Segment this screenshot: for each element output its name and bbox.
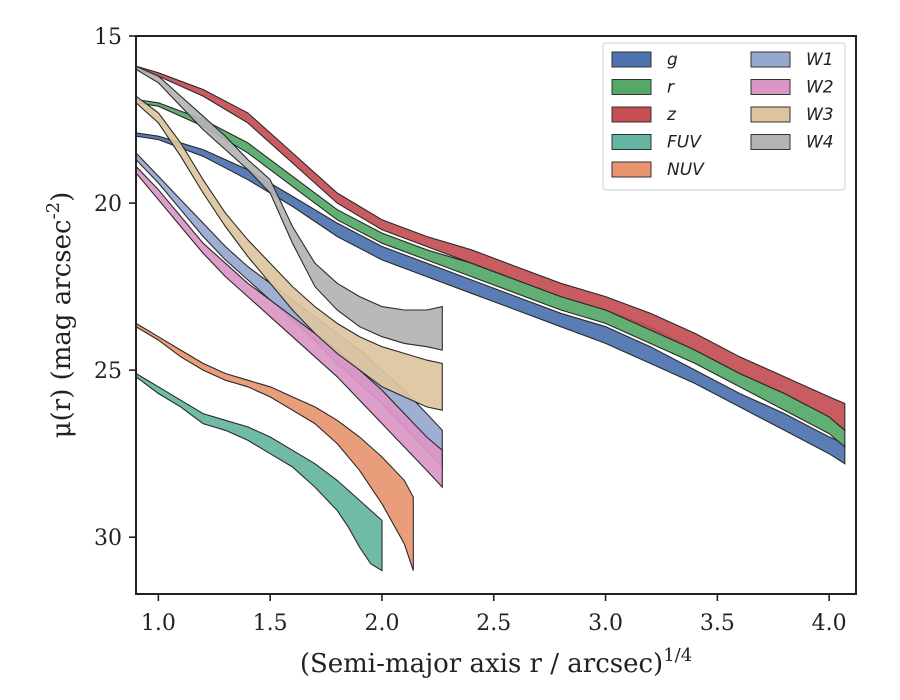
x-tick-label: 3.0 (588, 611, 623, 636)
legend-label-w3: W3 (806, 105, 834, 125)
legend-label-g: g (667, 50, 678, 70)
legend-swatch-z (611, 106, 652, 123)
band-layer (136, 65, 846, 572)
band-w4 (136, 65, 443, 351)
legend-swatch-r (611, 79, 652, 95)
band-nuv (136, 322, 414, 571)
band-fuv (136, 372, 383, 572)
legend-label-nuv: NUV (667, 160, 705, 180)
x-tick-label: 4.0 (812, 611, 847, 636)
x-tick-label: 1.5 (253, 611, 288, 636)
x-axis-title: (Semi-major axis r / arcsec)1/4​ (300, 645, 692, 679)
x-axis: 1.0 1.5 2.0 2.5 3.0 3.5 4.0 (141, 594, 847, 636)
legend-swatch-w4 (750, 134, 791, 150)
legend-swatch-w3 (750, 106, 791, 123)
legend-swatch-g (611, 51, 652, 68)
legend-label-w2: W2 (806, 78, 834, 98)
x-tick-label: 2.5 (476, 611, 511, 636)
legend: grz FUV NUV W1 W2 W3 W4 (602, 42, 846, 191)
x-tick-label: 1.0 (141, 611, 176, 636)
legend-swatch-w2 (750, 79, 791, 95)
legend-label-r: r (667, 78, 675, 98)
band-r (136, 98, 846, 449)
x-tick-label: 2.0 (364, 611, 399, 636)
y-tick-label: 25 (94, 359, 122, 384)
legend-label-w4: W4 (806, 133, 834, 153)
legend-swatch-fuv (611, 134, 652, 150)
legend-label-fuv: FUV (667, 133, 702, 153)
legend-swatch-w1 (750, 51, 791, 68)
y-axis-title: μ(r) (mag arcsec-2​) (43, 192, 77, 439)
legend-swatch-nuv (611, 161, 652, 178)
legend-label-w1: W1 (806, 50, 834, 70)
y-tick-label: 15 (94, 25, 122, 50)
y-axis: 15 20 25 30 (94, 25, 136, 551)
legend-label-z: z (666, 105, 677, 125)
plot-frame (135, 35, 857, 595)
band-g (136, 132, 846, 465)
x-tick-label: 3.5 (700, 611, 735, 636)
band-w2 (136, 165, 443, 489)
band-z (136, 65, 846, 432)
band-w3 (136, 95, 443, 411)
y-tick-label: 20 (94, 192, 122, 217)
y-tick-label: 30 (94, 526, 122, 551)
